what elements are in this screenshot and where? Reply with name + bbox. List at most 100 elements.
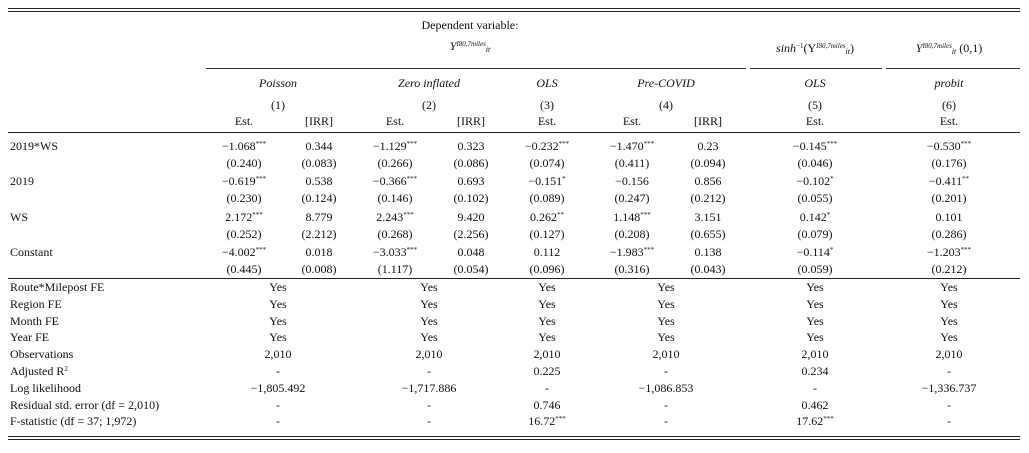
- coefficient-estimate: −0.232***: [525, 139, 569, 154]
- stat-value: Yes: [806, 314, 823, 329]
- value: Yes: [806, 280, 824, 294]
- model-number-4: (4): [659, 98, 673, 112]
- regression-table: Dependent variable: YI80,7milesit sinh−1…: [8, 4, 1020, 449]
- value: 2.243: [376, 209, 404, 224]
- standard-error: (0.247): [614, 191, 650, 206]
- stat-value: Yes: [269, 280, 286, 295]
- coefficient-estimate: 0.112: [534, 245, 561, 260]
- irr-header-1: [IRR]: [305, 114, 333, 128]
- stat-label-text: Year FE: [10, 330, 50, 345]
- row-label: 2019*WS: [10, 139, 58, 153]
- col6-transform-header: YI80,7milesit (0,1): [915, 41, 983, 56]
- value: -: [427, 414, 431, 429]
- standard-error: (0.074): [529, 156, 565, 170]
- standard-error: (1.117): [377, 261, 413, 276]
- value: −1,805.492: [250, 380, 306, 395]
- value: -: [276, 364, 280, 378]
- coefficient-estimate: 0.101: [936, 210, 963, 225]
- value: -: [813, 380, 817, 395]
- bottom-rule-2: [8, 439, 1020, 440]
- row-label: WS: [10, 209, 28, 224]
- stat-value: Yes: [420, 280, 437, 295]
- stat-label-text: Observations: [10, 347, 74, 362]
- coefficient-estimate: −1.203***: [927, 245, 971, 260]
- stat-row-label: Residual std. error (df = 2,010): [10, 398, 159, 413]
- stat-value: Yes: [657, 314, 674, 329]
- stat-label-text: F-statistic (df = 37; 1,972): [10, 414, 137, 429]
- value: Yes: [538, 313, 556, 328]
- value: 2,010: [533, 347, 561, 362]
- model-name-4: Pre-COVID: [637, 76, 695, 90]
- est-header-1: Est.: [234, 114, 254, 128]
- model-number-6: (6): [942, 98, 956, 112]
- irr-value: 0.856: [694, 174, 722, 189]
- model-name-2: Zero inflated: [398, 76, 460, 90]
- value: 16.72: [528, 414, 556, 429]
- stat-value: 16.72***: [528, 414, 566, 429]
- value: -: [664, 397, 668, 412]
- standard-error: (0.089): [529, 191, 565, 206]
- value: Yes: [806, 330, 824, 345]
- stat-row-label: Route*Milepost FE: [10, 280, 104, 295]
- stat-value: Yes: [420, 297, 437, 312]
- model-name-5: OLS: [804, 76, 826, 90]
- value: 2,010: [801, 347, 829, 362]
- significance-stars: ***: [406, 140, 418, 148]
- significance-stars: ***: [960, 245, 972, 254]
- coefficient-estimate: −1.129***: [373, 139, 417, 154]
- coefficient-estimate: −3.033***: [373, 245, 417, 260]
- irr-value: 0.538: [305, 174, 333, 189]
- stat-value: Yes: [940, 314, 957, 329]
- value: 0.225: [533, 364, 561, 378]
- significance-stars: **: [962, 175, 970, 184]
- irr-value: 0.693: [457, 174, 485, 189]
- stat-row-label: F-statistic (df = 37; 1,972): [10, 414, 136, 429]
- value: −1,086.853: [638, 380, 694, 395]
- stat-value: Yes: [806, 280, 823, 295]
- stat-value: -: [276, 414, 280, 429]
- irr-value: 0.048: [457, 244, 485, 259]
- stat-row-label: Adjusted R2: [10, 364, 68, 379]
- irr-header-2: [IRR]: [457, 114, 485, 128]
- coefficient-estimate: −0.102*: [796, 174, 833, 189]
- irr-value: 0.138: [694, 244, 722, 259]
- stat-value: -: [813, 381, 817, 396]
- value: −1.068: [221, 139, 256, 153]
- coefficient-estimate: −0.411**: [929, 174, 969, 189]
- stat-value: 2,010: [265, 347, 292, 362]
- significance-stars: ***: [640, 210, 651, 219]
- bottom-rule: [8, 436, 1020, 437]
- model-name-1: Poisson: [258, 76, 298, 90]
- standard-error: (0.266): [377, 156, 413, 170]
- stat-value: Yes: [806, 330, 823, 345]
- row-label: 2019: [10, 174, 34, 189]
- value: -: [664, 414, 668, 429]
- irr-standard-error: (0.124): [301, 191, 337, 206]
- model-name-6: probit: [934, 76, 964, 90]
- significance-stars: ***: [406, 175, 418, 184]
- value: 0.112: [533, 244, 561, 259]
- irr-standard-error: (0.054): [453, 261, 489, 276]
- value: Yes: [940, 296, 958, 311]
- value: Yes: [538, 296, 556, 311]
- irr-value: 0.344: [305, 139, 333, 153]
- stat-value: Yes: [538, 314, 555, 329]
- top-rule: [8, 8, 1020, 9]
- value: −0.366: [372, 174, 407, 189]
- coefficient-estimate: 1.148***: [613, 210, 651, 225]
- standard-error: (0.127): [529, 226, 565, 241]
- coefficient-estimate: 0.262**: [530, 210, 564, 225]
- value: Yes: [657, 330, 675, 345]
- model-number-5: (5): [808, 98, 822, 112]
- value: Yes: [269, 313, 287, 328]
- standard-error: (0.208): [614, 226, 650, 241]
- stat-value: -: [427, 398, 431, 413]
- standard-error: (0.230): [226, 191, 262, 206]
- header-bottom-rule: [8, 132, 1020, 133]
- irr-header-4: [IRR]: [694, 114, 722, 128]
- value: −0.530: [926, 139, 961, 153]
- coefficient-estimate: −0.366***: [373, 174, 417, 189]
- coefficient-estimate: −0.530***: [927, 139, 971, 154]
- significance-stars: ***: [255, 140, 267, 148]
- standard-error: (0.286): [931, 226, 967, 241]
